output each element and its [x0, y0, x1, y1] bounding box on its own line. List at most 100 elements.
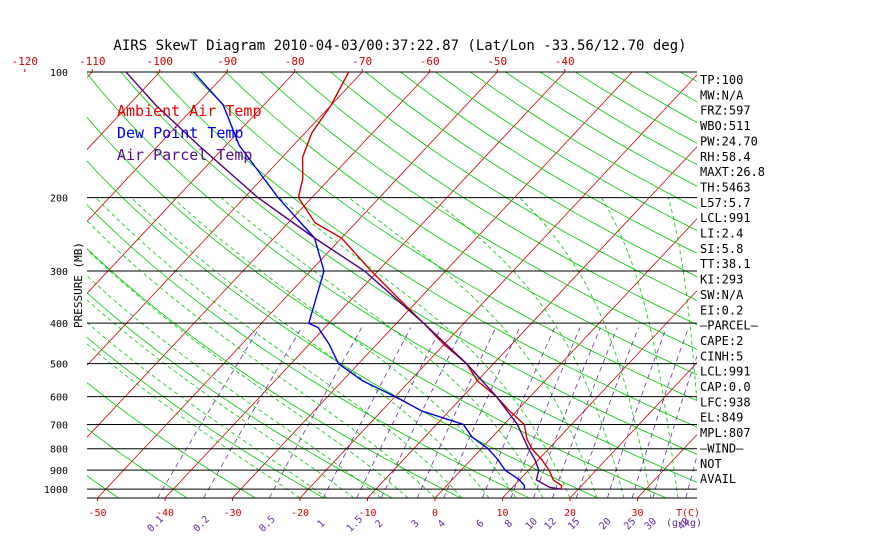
- legend-entry: Ambient Air Temp: [117, 102, 262, 120]
- bottom-temp-tick-label: 10: [496, 508, 508, 519]
- pressure-tick-label: 1000: [44, 485, 68, 496]
- dry-adiabat-line: [820, 72, 870, 498]
- index-label: TP:100: [700, 73, 743, 87]
- index-label: LCL:991: [700, 365, 751, 379]
- moist-adiabat-line: [172, 197, 517, 498]
- mixing-ratio-line: [203, 327, 302, 498]
- y-axis-label: PRESSURE (MB): [72, 242, 85, 328]
- index-label: LFC:938: [700, 395, 751, 409]
- dry-adiabat-line: [505, 72, 697, 187]
- index-label: MPL:807: [700, 426, 751, 440]
- dry-adiabat-line: [87, 382, 256, 498]
- moist-adiabat-line: [87, 249, 409, 498]
- moist-adiabat-line: [87, 343, 301, 498]
- dry-adiabat-line: [330, 72, 697, 301]
- top-temp-tick-label: -70: [352, 55, 372, 68]
- isotherm-line: [87, 72, 363, 366]
- dry-adiabat-line: [260, 72, 697, 350]
- index-label: CAPE:2: [700, 334, 743, 348]
- mixing-ratio-tick-label: 12: [543, 516, 559, 532]
- pressure-tick-label: 900: [50, 466, 68, 477]
- isotherm-line: [0, 72, 25, 498]
- dry-adiabat-line: [87, 116, 667, 498]
- index-label: FRZ:597: [700, 104, 751, 118]
- index-label: RH:58.4: [700, 150, 751, 164]
- pressure-tick-label: 800: [50, 445, 68, 456]
- index-label: MW:N/A: [700, 88, 744, 102]
- isotherm-line: [502, 290, 697, 498]
- pressure-tick-label: 100: [50, 68, 68, 79]
- isotherm-line: [434, 218, 697, 498]
- top-temp-tick-label: -120: [11, 55, 38, 68]
- pressure-tick-label: 200: [50, 194, 68, 205]
- ambient-air-temp-line: [297, 72, 563, 490]
- index-label: SI:5.8: [700, 242, 743, 256]
- mixing-ratio-line: [268, 327, 363, 498]
- moist-adiabat-line: [601, 197, 679, 498]
- bottom-temp-tick-label: 30: [631, 508, 643, 519]
- mixing-ratio-tick-label: 10: [524, 516, 540, 532]
- index-label: KI:293: [700, 273, 743, 287]
- mixing-ratio-line: [685, 454, 697, 498]
- dry-adiabat-line: [400, 72, 697, 254]
- moist-adiabat-line: [131, 197, 490, 498]
- legend-entry: Air Parcel Temp: [117, 146, 252, 164]
- mixing-ratio-line: [533, 327, 601, 498]
- pressure-tick-label: 300: [50, 267, 68, 278]
- dry-adiabat-line: [120, 72, 697, 455]
- mixing-unit-label: (g/kg): [666, 518, 702, 529]
- dry-adiabat-line: [190, 72, 697, 402]
- mixing-ratio-line: [380, 327, 464, 498]
- dry-adiabat-line: [87, 72, 697, 483]
- moist-adiabat-line: [87, 220, 436, 498]
- dew-point-temp-line: [192, 72, 526, 490]
- mixing-ratio-tick-label: 4: [436, 518, 448, 530]
- isotherm-line: [87, 72, 161, 151]
- index-label: CAP:0.0: [700, 380, 751, 394]
- mixing-ratio-line: [552, 327, 618, 498]
- dry-adiabat-line: [87, 336, 325, 498]
- isobar-layer: [87, 71, 697, 499]
- moist-adiabat-line: [95, 197, 463, 498]
- dry-adiabat-line: [470, 72, 697, 209]
- isotherm-line: [232, 72, 633, 498]
- dry-adiabat-line: [295, 72, 697, 326]
- pressure-tick-label: 600: [50, 393, 68, 404]
- axis-layer: 1002003004005006007008009001000PRESSURE …: [11, 55, 702, 535]
- moist-adiabat-line: [430, 197, 625, 498]
- mixing-ratio-tick-label: 8: [503, 518, 515, 530]
- dry-adiabat-line: [87, 204, 530, 498]
- index-label: —WIND—: [700, 441, 744, 455]
- bottom-temp-tick-label: -30: [223, 508, 241, 519]
- legend: Ambient Air Temp Dew Point Temp Air Parcel…: [117, 102, 262, 164]
- top-temp-tick-label: -50: [487, 55, 507, 68]
- index-label: LI:2.4: [700, 227, 743, 241]
- mixing-ratio-tick-label: 30: [643, 516, 659, 532]
- top-temp-tick-label: -110: [79, 55, 106, 68]
- mixing-ratio-tick-label: 20: [597, 516, 613, 532]
- isotherm-line: [87, 72, 431, 438]
- mixing-ratio-line: [322, 327, 412, 498]
- index-label: TT:38.1: [700, 257, 751, 271]
- index-label: PW:24.70: [700, 134, 758, 148]
- index-label: AVAIL: [700, 472, 736, 486]
- index-label: SW:N/A: [700, 288, 744, 302]
- mixing-ratio-line: [157, 327, 260, 498]
- isotherm-line: [299, 74, 697, 498]
- moist-adiabat-line: [87, 321, 328, 498]
- series-layer: [125, 72, 563, 490]
- index-label: WBO:511: [700, 119, 751, 133]
- mixing-ratio-line: [482, 327, 555, 498]
- index-label: CINH:5: [700, 349, 743, 363]
- pressure-tick-label: 500: [50, 360, 68, 371]
- top-temp-tick-label: -90: [217, 55, 237, 68]
- index-label: LCL:991: [700, 211, 751, 225]
- bottom-temp-tick-label: -50: [88, 508, 106, 519]
- moist-adiabat-line: [519, 197, 652, 498]
- grid-layer: [0, 72, 870, 498]
- dry-adiabat-line: [435, 72, 697, 231]
- mixing-ratio-line: [631, 327, 689, 498]
- bottom-temp-tick-label: 0: [432, 508, 438, 519]
